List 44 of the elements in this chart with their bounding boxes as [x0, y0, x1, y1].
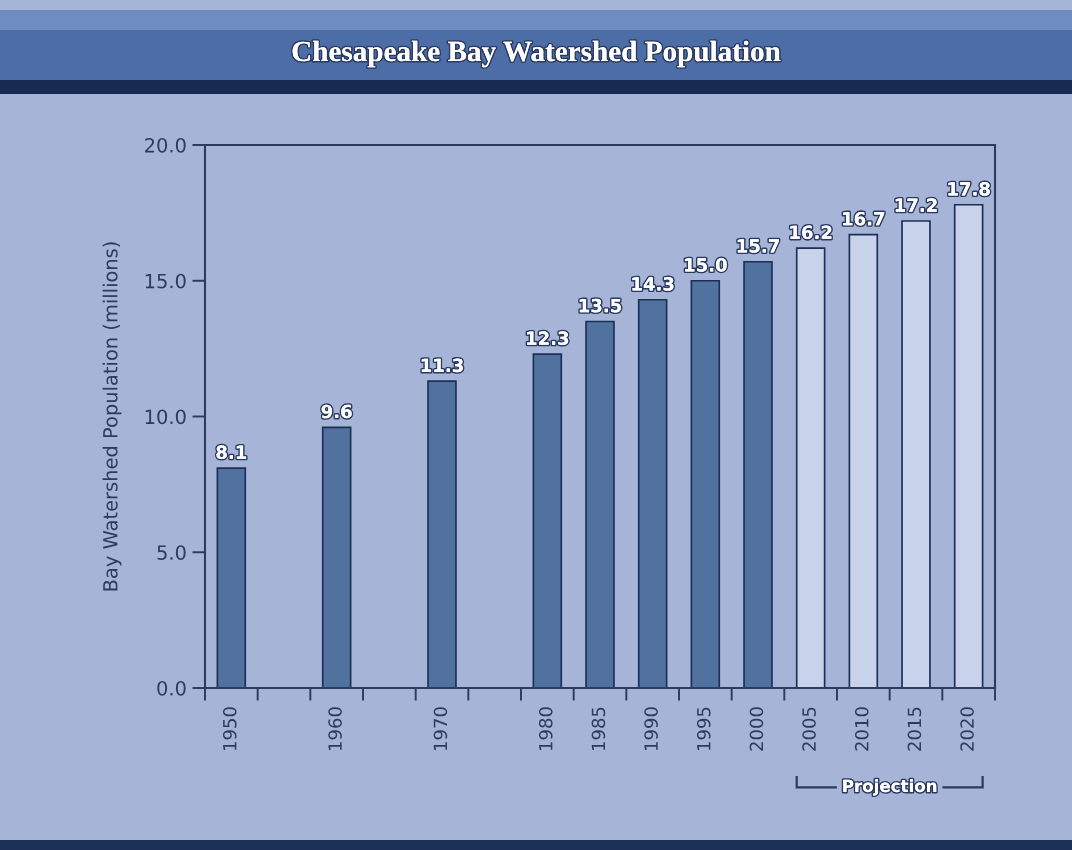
x-tick-label: 2015	[907, 707, 922, 751]
y-tick-label: 20.0	[145, 137, 186, 153]
bar	[795, 247, 826, 688]
data-label: 16.7	[843, 211, 885, 226]
bar	[585, 320, 615, 688]
legend-label: Projection	[843, 779, 937, 796]
y-tick-label: 15.0	[145, 273, 186, 289]
data-label: 11.3	[421, 358, 463, 373]
data-label: 8.1	[216, 445, 247, 460]
x-tick-label: 1980	[538, 707, 553, 751]
data-label: 16.2	[790, 225, 832, 240]
x-tick-label: 2005	[802, 707, 816, 751]
bar	[690, 279, 721, 688]
data-label: 15.7	[737, 239, 779, 253]
y-tick-label: 5.0	[157, 545, 186, 560]
x-tick-label: 1985	[591, 707, 606, 751]
bar	[427, 380, 457, 688]
y-tick-label: 0.0	[157, 680, 186, 696]
data-label: 12.3	[527, 331, 569, 345]
data-label: 13.5	[579, 298, 622, 313]
x-tick-label: 2010	[854, 707, 869, 751]
data-label: 17.2	[895, 198, 937, 212]
data-label: 14.3	[632, 277, 674, 291]
bar	[532, 353, 563, 688]
bar	[743, 260, 773, 688]
bar	[637, 298, 668, 688]
bar	[848, 233, 879, 688]
x-tick-label: 1990	[644, 707, 658, 751]
y-axis-title: Bay Watershed Population (millions)	[102, 242, 122, 591]
bar	[953, 203, 984, 688]
x-tick-label: 2000	[749, 707, 764, 751]
y-tick-label: 10.0	[145, 409, 186, 425]
x-tick-label: 2020	[960, 707, 974, 751]
data-label: 15.0	[685, 258, 727, 272]
x-tick-label: 1950	[222, 707, 237, 751]
bar	[321, 426, 352, 688]
x-tick-label: 1995	[696, 707, 711, 751]
chart-title: Chesapeake Bay Watershed Population	[292, 40, 781, 68]
bar	[901, 220, 931, 688]
data-label: 9.6	[321, 404, 352, 419]
data-label: 17.8	[948, 182, 990, 196]
x-tick-label: 1970	[433, 707, 448, 751]
bar	[216, 467, 247, 688]
x-tick-label: 1960	[328, 707, 342, 751]
